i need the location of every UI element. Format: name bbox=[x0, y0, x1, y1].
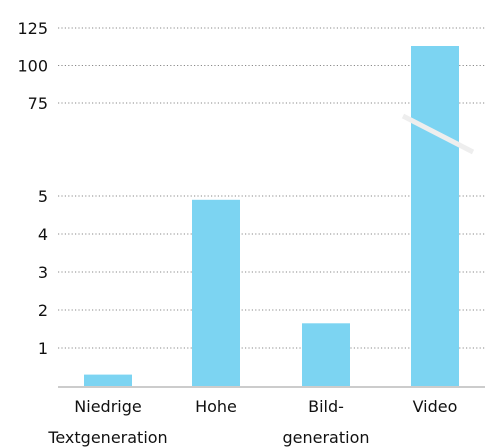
y-tick-label: 1 bbox=[38, 339, 48, 358]
bar bbox=[192, 199, 240, 386]
bar bbox=[411, 46, 459, 386]
axis-break-marker bbox=[401, 113, 475, 155]
x-tick-label: Textgeneration bbox=[47, 428, 167, 447]
x-tick-label: Bild- bbox=[308, 397, 344, 416]
y-tick-label: 5 bbox=[38, 187, 48, 206]
x-tick-label: Video bbox=[413, 397, 458, 416]
y-tick-label: 125 bbox=[17, 19, 48, 38]
y-tick-label: 2 bbox=[38, 301, 48, 320]
y-tick-label: 3 bbox=[38, 263, 48, 282]
bar bbox=[84, 374, 132, 386]
y-tick-label: 100 bbox=[17, 57, 48, 76]
bar bbox=[302, 323, 350, 386]
y-tick-label: 4 bbox=[38, 225, 48, 244]
x-tick-label: Niedrige bbox=[74, 397, 141, 416]
x-tick-label: generation bbox=[282, 428, 369, 447]
x-tick-label: Hohe bbox=[195, 397, 237, 416]
y-tick-label: 75 bbox=[28, 94, 48, 113]
